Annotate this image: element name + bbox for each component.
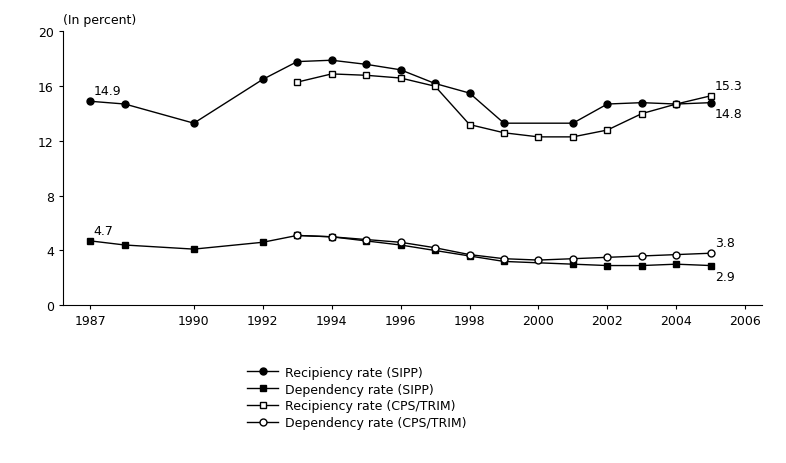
Dependency rate (SIPP) — [292, 233, 302, 239]
Dependency rate (SIPP) — [671, 262, 681, 268]
Dependency rate (CPS/TRIM) — [465, 252, 474, 258]
Recipiency rate (SIPP) — [258, 77, 267, 83]
Dependency rate (CPS/TRIM) — [637, 254, 647, 259]
Dependency rate (CPS/TRIM) — [706, 251, 715, 257]
Recipiency rate (SIPP) — [603, 102, 612, 107]
Dependency rate (SIPP) — [362, 238, 371, 244]
Dependency rate (SIPP) — [120, 243, 130, 248]
Dependency rate (CPS/TRIM) — [568, 257, 578, 262]
Text: 4.7: 4.7 — [94, 224, 113, 237]
Dependency rate (SIPP) — [189, 247, 199, 252]
Recipiency rate (SIPP) — [465, 91, 474, 97]
Dependency rate (SIPP) — [499, 259, 509, 265]
Recipiency rate (CPS/TRIM) — [465, 123, 474, 128]
Recipiency rate (CPS/TRIM) — [671, 102, 681, 107]
Dependency rate (CPS/TRIM) — [499, 257, 509, 262]
Recipiency rate (CPS/TRIM) — [603, 128, 612, 133]
Line: Recipiency rate (CPS/TRIM): Recipiency rate (CPS/TRIM) — [294, 71, 714, 141]
Recipiency rate (SIPP) — [637, 100, 647, 106]
Dependency rate (CPS/TRIM) — [671, 252, 681, 258]
Dependency rate (SIPP) — [603, 263, 612, 269]
Recipiency rate (CPS/TRIM) — [499, 131, 509, 136]
Dependency rate (CPS/TRIM) — [534, 258, 543, 263]
Line: Recipiency rate (SIPP): Recipiency rate (SIPP) — [87, 57, 714, 127]
Text: (In percent): (In percent) — [63, 14, 136, 27]
Dependency rate (SIPP) — [637, 263, 647, 269]
Text: 14.9: 14.9 — [94, 85, 121, 98]
Recipiency rate (CPS/TRIM) — [327, 72, 336, 77]
Recipiency rate (SIPP) — [189, 121, 199, 127]
Dependency rate (CPS/TRIM) — [396, 240, 406, 245]
Line: Dependency rate (CPS/TRIM): Dependency rate (CPS/TRIM) — [294, 232, 714, 264]
Recipiency rate (SIPP) — [671, 102, 681, 107]
Dependency rate (CPS/TRIM) — [603, 255, 612, 261]
Recipiency rate (CPS/TRIM) — [396, 76, 406, 81]
Recipiency rate (SIPP) — [292, 60, 302, 65]
Text: 15.3: 15.3 — [715, 80, 743, 93]
Recipiency rate (SIPP) — [430, 81, 439, 87]
Recipiency rate (SIPP) — [706, 100, 715, 106]
Line: Dependency rate (SIPP): Dependency rate (SIPP) — [87, 232, 714, 269]
Recipiency rate (CPS/TRIM) — [430, 84, 439, 90]
Recipiency rate (CPS/TRIM) — [637, 112, 647, 117]
Dependency rate (SIPP) — [430, 248, 439, 254]
Recipiency rate (SIPP) — [396, 68, 406, 74]
Dependency rate (SIPP) — [86, 238, 95, 244]
Recipiency rate (CPS/TRIM) — [292, 80, 302, 86]
Recipiency rate (SIPP) — [499, 121, 509, 127]
Dependency rate (CPS/TRIM) — [430, 245, 439, 251]
Recipiency rate (CPS/TRIM) — [706, 94, 715, 100]
Text: 3.8: 3.8 — [715, 237, 735, 250]
Legend: Recipiency rate (SIPP), Dependency rate (SIPP), Recipiency rate (CPS/TRIM), Depe: Recipiency rate (SIPP), Dependency rate … — [242, 361, 471, 434]
Text: 2.9: 2.9 — [715, 270, 735, 283]
Dependency rate (CPS/TRIM) — [327, 234, 336, 240]
Recipiency rate (SIPP) — [327, 58, 336, 64]
Recipiency rate (SIPP) — [362, 63, 371, 68]
Dependency rate (SIPP) — [465, 254, 474, 259]
Text: 14.8: 14.8 — [715, 107, 743, 120]
Dependency rate (SIPP) — [327, 234, 336, 240]
Recipiency rate (SIPP) — [568, 121, 578, 127]
Recipiency rate (CPS/TRIM) — [362, 73, 371, 79]
Recipiency rate (CPS/TRIM) — [534, 135, 543, 140]
Recipiency rate (SIPP) — [120, 102, 130, 107]
Recipiency rate (CPS/TRIM) — [568, 135, 578, 140]
Dependency rate (SIPP) — [706, 263, 715, 269]
Dependency rate (SIPP) — [396, 243, 406, 248]
Dependency rate (SIPP) — [258, 240, 267, 245]
Dependency rate (CPS/TRIM) — [362, 237, 371, 243]
Recipiency rate (SIPP) — [86, 99, 95, 105]
Dependency rate (CPS/TRIM) — [292, 233, 302, 239]
Dependency rate (SIPP) — [568, 262, 578, 268]
